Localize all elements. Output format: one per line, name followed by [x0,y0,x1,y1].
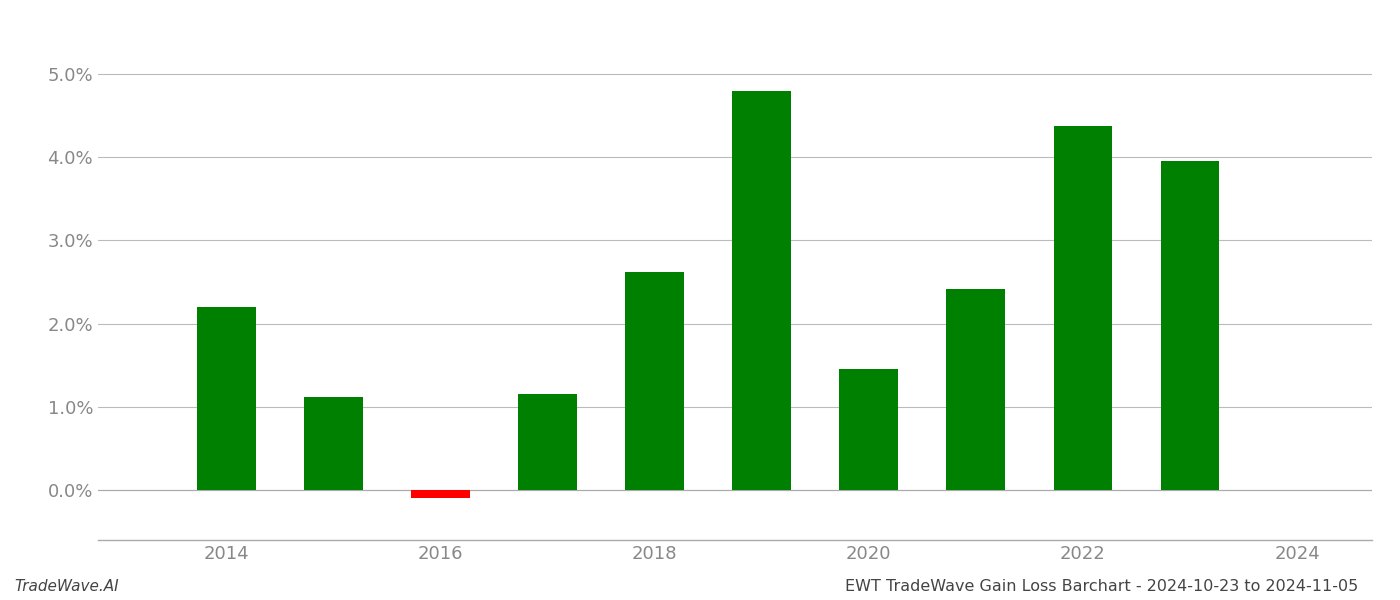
Bar [732,91,791,490]
Text: EWT TradeWave Gain Loss Barchart - 2024-10-23 to 2024-11-05: EWT TradeWave Gain Loss Barchart - 2024-… [844,579,1358,594]
Bar [197,307,256,490]
Bar [304,397,363,490]
Text: TradeWave.AI: TradeWave.AI [14,579,119,594]
Bar [840,370,899,490]
Bar [626,272,685,490]
Bar [518,394,577,490]
Bar [1161,161,1219,490]
Bar [946,289,1005,490]
Bar [1053,125,1113,490]
Bar [412,490,470,499]
